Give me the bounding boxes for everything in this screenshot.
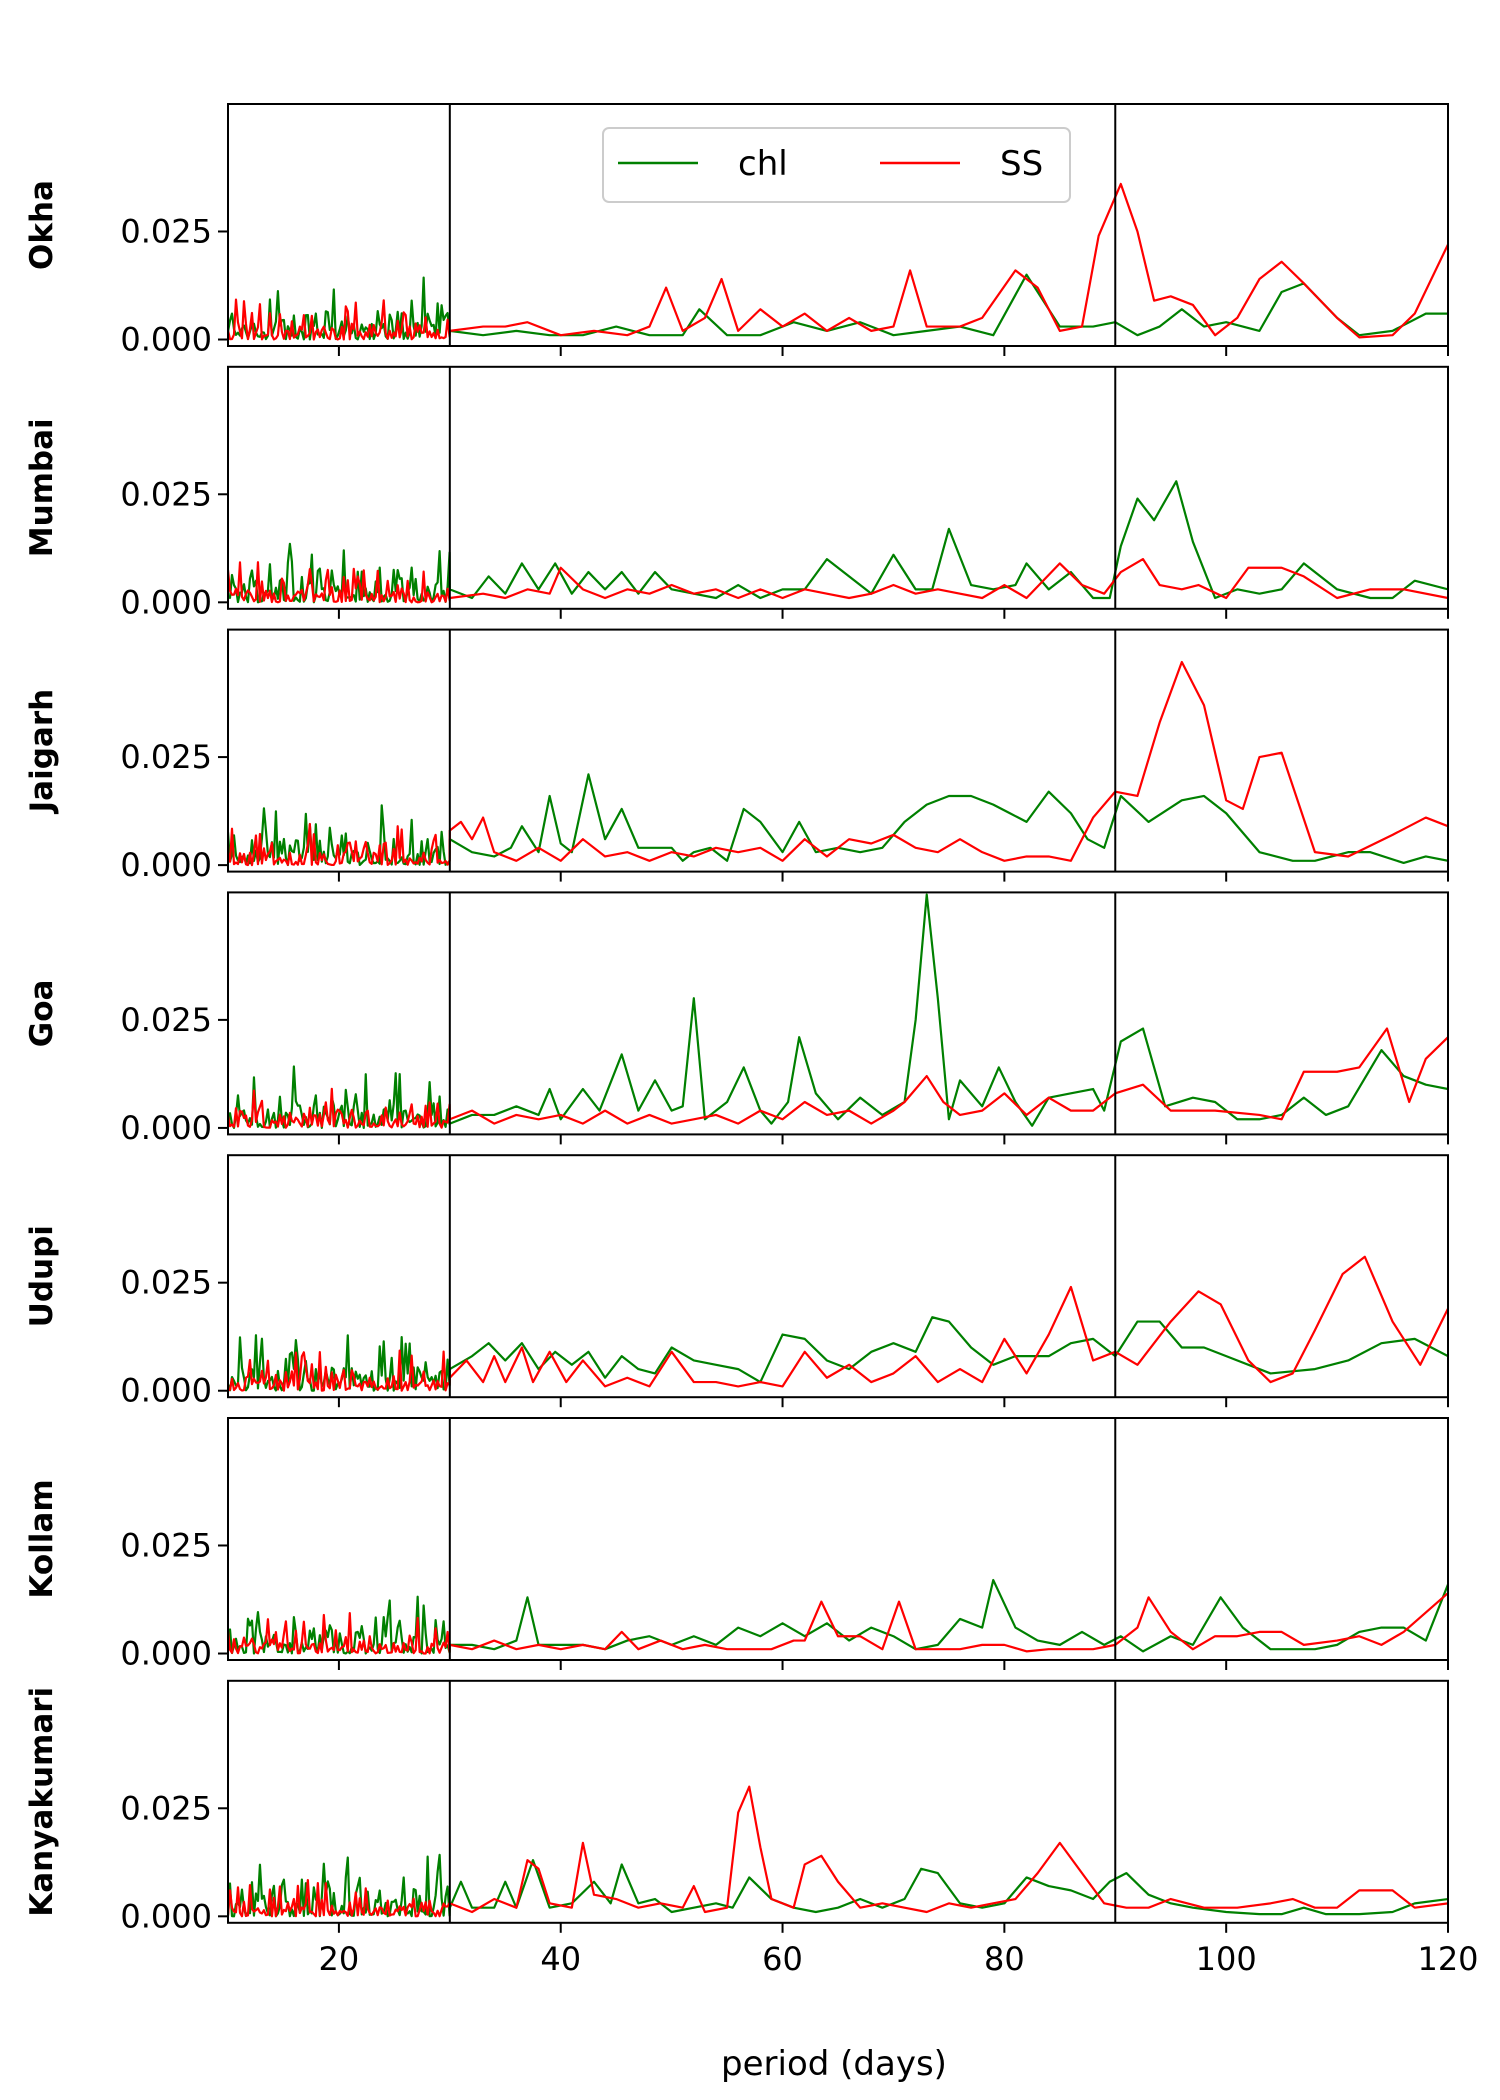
- panel-udupi: 0.000 0.025 Udupi: [24, 1154, 1449, 1410]
- panel-frame: [227, 1154, 1449, 1399]
- plot-area: [228, 182, 1448, 341]
- panel-kanyakumari: 0.000 0.025 Kanyakumari: [24, 1679, 1449, 1935]
- y-tick-label: 0.025: [120, 212, 212, 250]
- x-tick-label: 20: [319, 1940, 360, 1978]
- series-chl: [228, 1578, 1448, 1655]
- panel-frame: [227, 891, 1449, 1136]
- y-tick-label: 0.025: [120, 1264, 212, 1302]
- plot-area: [228, 1578, 1448, 1655]
- y-tick-label: 0.000: [120, 1109, 212, 1147]
- x-tick-label: 80: [984, 1940, 1025, 1978]
- series-chl: [228, 1316, 1448, 1392]
- y-tick-label: 0.025: [120, 738, 212, 776]
- y-tick-label: 0.000: [120, 321, 212, 359]
- panel-frame: [227, 103, 1449, 347]
- plot-area: [228, 1785, 1448, 1918]
- series-ss: [228, 558, 1448, 604]
- plot-area: [228, 660, 1448, 867]
- x-axis-label: period (days): [721, 2044, 947, 2084]
- panel-label: Mumbai: [24, 418, 60, 557]
- x-axis: 20 40 60 80 100 120: [319, 1940, 1479, 1978]
- legend-label-ss: SS: [1000, 144, 1043, 184]
- panel-label: Goa: [24, 980, 60, 1048]
- panel-label: Kollam: [24, 1479, 60, 1598]
- plot-area: [228, 480, 1448, 604]
- legend-box: [602, 127, 1071, 203]
- panel-kollam: 0.000 0.025 Kollam: [24, 1417, 1449, 1673]
- panel-frame: [227, 1679, 1449, 1924]
- panel-mumbai: 0.000 0.025 Mumbai: [24, 365, 1449, 621]
- y-tick-label: 0.000: [120, 1635, 212, 1673]
- y-tick-label: 0.000: [120, 583, 212, 621]
- panel-goa: 0.000 0.025 Goa: [24, 891, 1449, 1147]
- y-tick-label: 0.025: [120, 1789, 212, 1827]
- series-chl: [228, 893, 1448, 1130]
- plot-area: [228, 1255, 1448, 1392]
- panel-label: Jaigarh: [24, 689, 60, 815]
- y-tick-label: 0.000: [120, 1372, 212, 1410]
- y-tick-label: 0.025: [120, 1526, 212, 1564]
- y-tick-label: 0.000: [120, 1897, 212, 1935]
- panel-label: Kanyakumari: [24, 1687, 60, 1917]
- series-ss: [228, 1027, 1448, 1129]
- y-tick-label: 0.025: [120, 1001, 212, 1039]
- panels: 0.000 0.025 Okha 0.000 0.025 Mumbai 0.000 0.025…: [24, 103, 1449, 1935]
- panel-frame: [227, 1417, 1449, 1661]
- plot-area: [228, 893, 1448, 1130]
- legend-label-chl: chl: [738, 144, 788, 184]
- y-tick-label: 0.025: [120, 475, 212, 513]
- panel-label: Udupi: [24, 1225, 60, 1327]
- x-tick-label: 120: [1417, 1940, 1478, 1978]
- y-tick-label: 0.000: [120, 846, 212, 884]
- x-tick-label: 100: [1196, 1940, 1257, 1978]
- panel-frame: [227, 365, 1449, 610]
- series-ss: [228, 1592, 1448, 1655]
- panel-frame: [227, 628, 1449, 873]
- series-chl: [228, 273, 1448, 341]
- series-ss: [228, 182, 1448, 341]
- x-tick-label: 40: [540, 1940, 581, 1978]
- series-chl: [228, 773, 1448, 867]
- panel-jaigarh: 0.000 0.025 Jaigarh: [24, 628, 1449, 884]
- x-tick-label: 60: [762, 1940, 803, 1978]
- series-ss: [228, 660, 1448, 867]
- panel-okha: 0.000 0.025 Okha: [24, 103, 1449, 359]
- panel-label: Okha: [24, 180, 60, 270]
- series-ss: [228, 1255, 1448, 1392]
- series-ss: [228, 1785, 1448, 1918]
- legend: chl SS: [602, 127, 1071, 203]
